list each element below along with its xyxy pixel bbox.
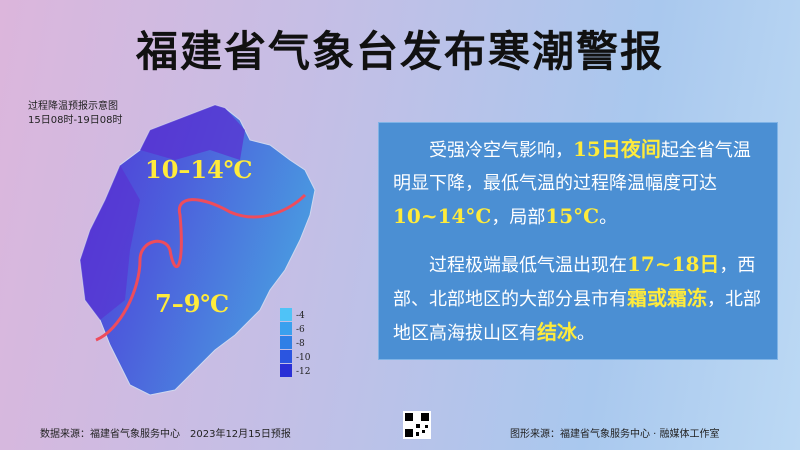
legend-label: -8 — [296, 339, 305, 349]
north-cold-area — [140, 105, 245, 160]
body-text: ，局部 — [491, 207, 546, 228]
footer-credit: 图形来源：福建省气象服务中心 · 融媒体工作室 — [510, 429, 720, 440]
map-caption: 过程降温预报示意图 — [28, 101, 118, 112]
paragraph: 受强冷空气影响，15日夜间起全省气温明显下降，最低气温的过程降温幅度可达 10~1… — [393, 133, 763, 234]
legend-label: -12 — [296, 367, 311, 377]
map: 10–14℃ 7–9℃ -4 -6 -8 -10 -12 — [79, 104, 316, 396]
legend-label: -10 — [296, 353, 311, 363]
legend-label: -4 — [296, 311, 305, 321]
body-text: 受强冷空气影响， — [429, 140, 573, 161]
body-text: 起全省气温明显下降，最低气温的过程降温幅度可达 — [393, 140, 751, 194]
legend-swatch — [280, 308, 292, 321]
cold-boundary — [95, 193, 307, 342]
highlight-text: 霜或霜冻 — [627, 286, 707, 310]
west-cold-area — [80, 165, 140, 320]
info-panel: 受强冷空气影响，15日夜间起全省气温明显下降，最低气温的过程降温幅度可达 10~1… — [378, 122, 778, 360]
highlight-text: 17~18日 — [627, 252, 720, 276]
body-text: 。 — [577, 323, 595, 344]
highlight-text: 15°C — [545, 204, 600, 228]
highlight-text: 结冰 — [537, 320, 577, 344]
map-caption: 15日08时-19日08时 — [28, 115, 123, 126]
footer-source: 数据来源：福建省气象服务中心 2023年12月15日预报 — [40, 429, 291, 440]
qr-code — [403, 411, 431, 439]
legend-swatch — [280, 364, 292, 377]
region-label: 10–14℃ — [145, 155, 253, 184]
body-text: 。 — [599, 207, 618, 228]
region-label: 7–9℃ — [155, 289, 229, 318]
title: 福建省气象台发布寒潮警报 — [135, 27, 664, 76]
body-text: ，西部、北部地区的大部分县市有 — [393, 255, 756, 310]
body-text: ，北部地区高海拔山区有 — [393, 289, 761, 344]
highlight-text: 10~14°C — [393, 204, 492, 228]
legend-swatch — [280, 350, 292, 363]
legend-label: -6 — [296, 325, 305, 335]
legend-swatch — [280, 336, 292, 349]
highlight-text: 15日夜间 — [573, 137, 661, 161]
body-text: 过程极端最低气温出现在 — [429, 255, 627, 276]
paragraph: 过程极端最低气温出现在17~18日，西部、北部地区的大部分县市有霜或霜冻，北部地… — [393, 248, 763, 350]
legend-swatch — [280, 322, 292, 335]
